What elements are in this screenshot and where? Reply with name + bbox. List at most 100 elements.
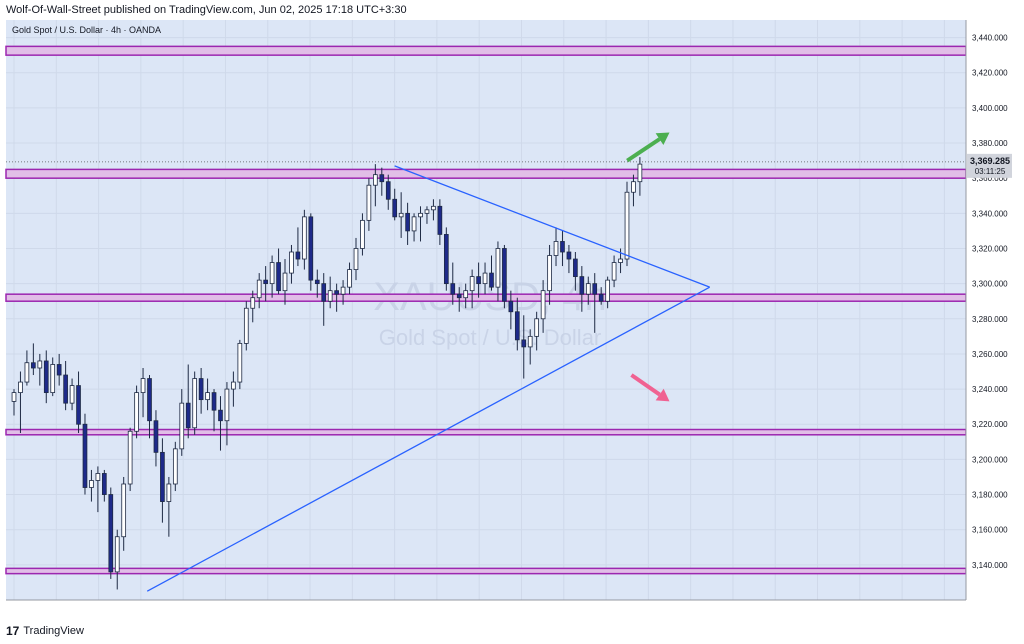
candle-up <box>353 248 359 270</box>
candle-up <box>347 269 352 288</box>
candle-up <box>179 402 185 450</box>
candle-up <box>37 360 43 369</box>
triangle-lower-line <box>146 286 710 592</box>
candle-up <box>418 212 423 218</box>
candle-up <box>269 262 275 285</box>
y-axis-background <box>966 20 1012 600</box>
current-price-tag: 3,369.285 03:11:25 <box>967 153 1012 178</box>
candle-up <box>495 248 501 288</box>
tradingview-brand: TradingView <box>23 625 84 637</box>
candle-up <box>340 286 346 295</box>
y-tick-label: 3,440.000 <box>972 34 1008 43</box>
y-tick-label: 3,300.000 <box>972 280 1008 289</box>
candle-up <box>482 272 488 285</box>
candle-up <box>327 290 333 302</box>
candle-up <box>121 483 127 538</box>
y-tick-label: 3,200.000 <box>972 455 1008 464</box>
candle-up <box>469 276 475 292</box>
candle-up <box>224 388 230 422</box>
candle-up <box>89 480 94 488</box>
candle-up <box>140 378 146 394</box>
candle-up <box>231 381 236 390</box>
candle-up <box>637 163 643 183</box>
chart-title: Gold Spot / U.S. Dollar · 4h · OANDA <box>12 25 161 35</box>
candle-down <box>592 283 598 295</box>
candle-up <box>463 290 469 299</box>
candle-down <box>276 262 281 292</box>
candle-up <box>24 362 30 383</box>
candle-down <box>308 216 314 281</box>
candle-down <box>566 251 572 260</box>
candle-down <box>314 279 320 285</box>
candle-down <box>211 392 217 411</box>
candle-up <box>134 392 139 432</box>
y-tick-label: 3,360.000 <box>972 174 1008 183</box>
triangle-upper-line <box>394 165 710 288</box>
price-zone <box>5 567 967 575</box>
direction-arrows <box>626 132 670 402</box>
candle-up <box>166 483 172 502</box>
candlestick-chart[interactable]: Gold Spot / U.S. Dollar · 4h · OANDA XAU… <box>0 0 1012 604</box>
candle-down <box>385 181 391 200</box>
candle-up <box>631 181 636 193</box>
candle-up <box>250 297 256 309</box>
candle-up <box>534 318 539 337</box>
candle-up <box>69 385 75 404</box>
candle-down <box>263 279 268 285</box>
chart-frame[interactable]: Gold Spot / U.S. Dollar · 4h · OANDA XAU… <box>5 20 1012 604</box>
candle-down <box>147 378 152 422</box>
price-zone <box>5 293 967 302</box>
y-tick-label: 3,320.000 <box>972 244 1008 253</box>
candle-up <box>205 392 210 401</box>
price-zone <box>5 168 967 179</box>
candle-down <box>521 339 527 348</box>
candle-up <box>553 241 559 256</box>
candle-down <box>476 276 481 285</box>
tradingview-logo-icon: 17 <box>6 624 20 638</box>
candle-down <box>321 283 327 302</box>
candle-down <box>502 248 507 302</box>
candle-down <box>198 378 204 401</box>
candle-down <box>405 212 410 232</box>
candle-down <box>295 251 301 260</box>
candle-up <box>424 209 430 214</box>
y-tick-label: 3,260.000 <box>972 350 1008 359</box>
candle-down <box>185 402 191 429</box>
plot-background <box>6 20 966 600</box>
candle-up <box>366 184 372 221</box>
x-axis: 1314151619202122232627282930Jun345691011… <box>6 599 966 604</box>
candle-up <box>540 290 546 320</box>
candle-down <box>450 283 456 295</box>
candle-down <box>43 360 49 394</box>
candle-down <box>489 272 494 288</box>
y-tick-label: 3,160.000 <box>972 526 1008 535</box>
candles <box>11 157 643 590</box>
candle-up <box>605 279 610 302</box>
candle-up <box>11 392 17 402</box>
y-tick-label: 3,420.000 <box>972 69 1008 78</box>
candle-down <box>76 385 81 425</box>
y-tick-label: 3,400.000 <box>972 104 1008 113</box>
candle-up <box>289 251 294 274</box>
candle-up <box>127 430 133 485</box>
x-axis-background <box>6 600 966 604</box>
candle-up <box>172 448 178 485</box>
candle-down <box>82 423 88 488</box>
y-axis: 3,140.000 3,160.000 3,180.000 3,200.000 3,22… <box>965 20 1012 600</box>
price-zone <box>5 45 967 56</box>
candle-down <box>108 494 114 573</box>
footer: 17 TradingView <box>6 624 84 638</box>
watermark-name: Gold Spot / U.S. Dollar <box>379 325 602 350</box>
current-price-label: 3,369.285 <box>970 156 1010 166</box>
candle-up <box>237 342 243 383</box>
candle-down <box>598 293 604 302</box>
candle-up <box>431 205 436 211</box>
y-tick-label: 3,340.000 <box>972 209 1008 218</box>
candle-down <box>334 290 339 295</box>
candle-up <box>611 262 617 281</box>
candle-up <box>282 272 288 292</box>
y-tick-label: 3,240.000 <box>972 385 1008 394</box>
countdown-label: 03:11:25 <box>975 167 1006 176</box>
y-tick-label: 3,220.000 <box>972 420 1008 429</box>
publisher-line: Wolf-Of-Wall-Street published on Trading… <box>6 4 407 16</box>
